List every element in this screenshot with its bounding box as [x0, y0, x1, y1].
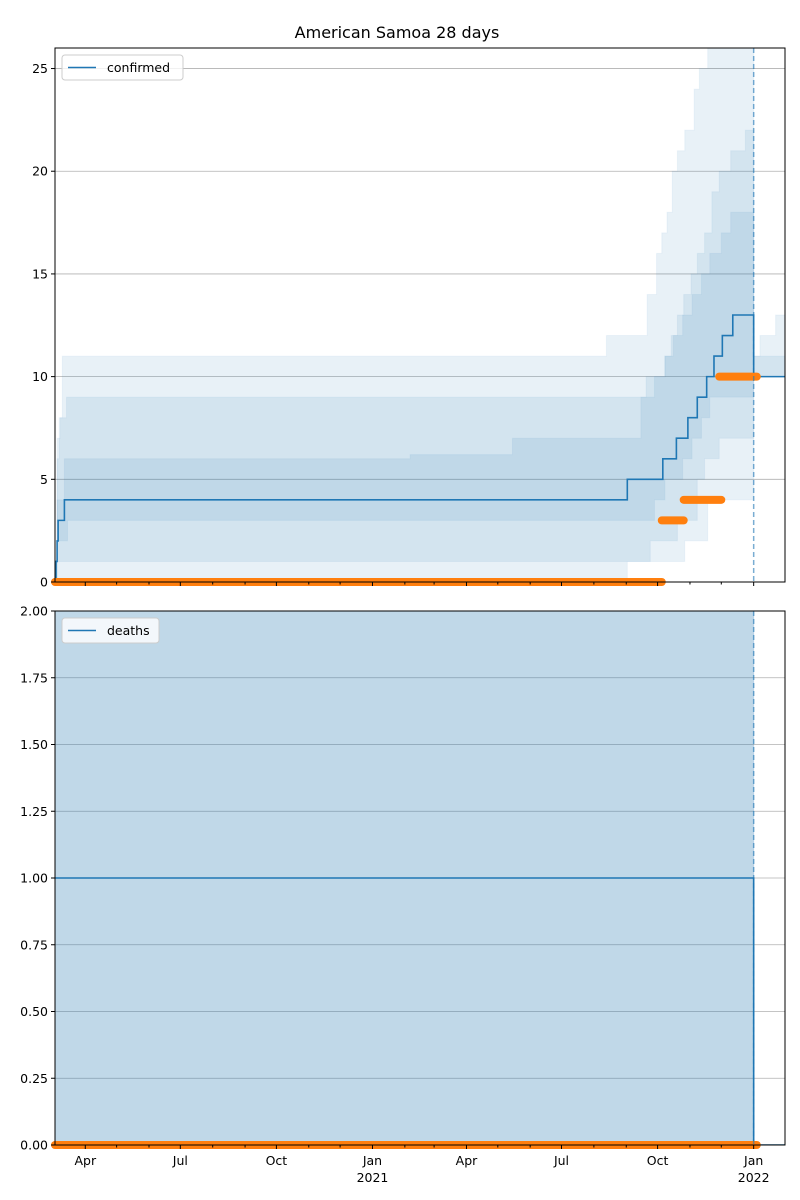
y-tick-label: 1.25	[20, 804, 48, 819]
x-tick-label: Jul	[553, 1153, 569, 1168]
legend-label-deaths: deaths	[107, 623, 150, 638]
y-tick-label: 0.75	[20, 937, 48, 952]
uncertainty-band	[55, 129, 755, 582]
y-tick-label: 0.00	[20, 1138, 48, 1153]
x-tick-label: Jan	[743, 1153, 763, 1168]
series-line-confirmed	[55, 314, 785, 582]
y-tick-label: 1.50	[20, 737, 48, 752]
panel-deaths: 0.00 0.25 0.50 0.75 1.00 1.25 1.50 1.75 2.00 Apr J…	[20, 604, 786, 1185]
y-tick-label: 25	[32, 61, 48, 76]
x-tick-year-label: 2021	[357, 1170, 389, 1185]
y-tick-label: 0.25	[20, 1071, 48, 1086]
x-tick-label: Jan	[362, 1153, 382, 1168]
chart-title: American Samoa 28 days	[295, 23, 500, 42]
y-tick-label: 15	[32, 266, 48, 281]
legend-box	[61, 54, 184, 81]
x-tick-year-label: 2022	[738, 1170, 770, 1185]
plot-area	[55, 48, 785, 582]
y-tick-label: 0	[40, 575, 48, 590]
plot-area	[55, 611, 785, 1145]
panel-confirmed: 0 5 10 15 20 25 confirmed	[32, 47, 786, 590]
x-tick-label: Apr	[456, 1153, 478, 1168]
uncertainty-band	[55, 48, 755, 582]
x-tick-label: Jul	[172, 1153, 188, 1168]
y-tick-label: 1.75	[20, 670, 48, 685]
x-tick-label: Oct	[266, 1153, 288, 1168]
y-tick-label: 1.00	[20, 871, 48, 886]
axes-frame	[54, 47, 786, 583]
legend-label-confirmed: confirmed	[107, 60, 170, 75]
legend-box	[61, 617, 160, 644]
x-tick-label: Oct	[647, 1153, 669, 1168]
uncertainty-band	[55, 211, 755, 582]
y-tick-label: 0.50	[20, 1004, 48, 1019]
y-tick-label: 10	[32, 369, 48, 384]
y-tick-label: 2.00	[20, 604, 48, 619]
y-tick-label: 20	[32, 164, 48, 179]
x-tick-label: Apr	[74, 1153, 96, 1168]
y-tick-label: 5	[40, 472, 48, 487]
